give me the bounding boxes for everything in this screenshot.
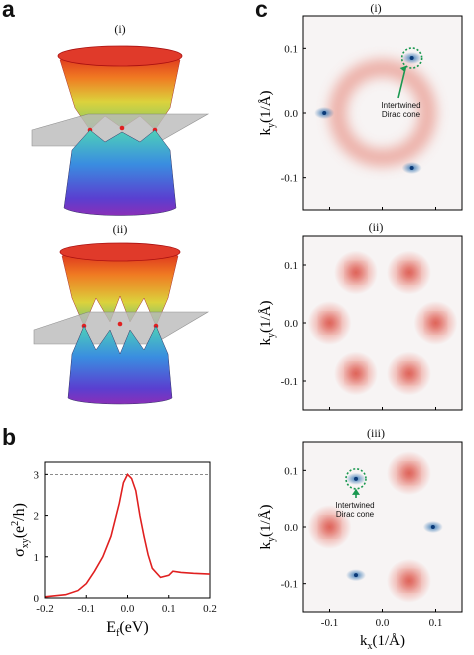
x-axis-label: kx(1/Å)	[360, 633, 405, 652]
y-tick-label: -0.1	[281, 376, 298, 388]
panel-c-ii-label: (ii)	[368, 220, 384, 234]
annotation-arrowhead	[399, 66, 406, 73]
berry-ring	[328, 58, 437, 168]
annotation-iii: Intertwined Dirac cone	[320, 501, 390, 519]
panel-a-ii-label: (ii)	[112, 222, 128, 236]
dirac-cone-highlight	[345, 468, 367, 490]
berry-peak-core	[323, 317, 336, 329]
x-tick-label: 0.1	[162, 603, 176, 615]
x-tick-label: 0.2	[203, 603, 217, 615]
berry-peak-core	[429, 317, 442, 329]
heatmap-features	[307, 250, 458, 396]
y-tick-label: -0.1	[281, 579, 298, 591]
panel-a-letter: a	[2, 0, 15, 22]
berry-peak-core	[403, 266, 415, 279]
berry-peak-core	[403, 367, 415, 380]
annotation-i-line1: Intertwined	[381, 101, 421, 110]
dirac-cone-highlight	[400, 47, 423, 69]
y-tick-label: 0.0	[284, 522, 298, 534]
heatmap-2: 0.1 0.0 -0.1 ky(1/Å)	[258, 235, 463, 411]
heatmap-features	[314, 52, 437, 174]
x-tick-label: 0.0	[121, 603, 135, 615]
band-surface-i	[31, 45, 210, 216]
berry-peak-core	[403, 467, 415, 480]
y-tick-label: 1	[34, 552, 40, 564]
berry-peak-core	[403, 574, 415, 587]
y-tick-label: 0.1	[284, 260, 298, 272]
band-surface-ii	[33, 242, 210, 405]
panel-c-letter: c	[255, 0, 268, 22]
berry-peak-core	[350, 266, 362, 279]
y-tick-label: 0.1	[284, 465, 298, 477]
y-axis-label: ky(1/Å)	[258, 505, 277, 550]
panel-b-letter: b	[2, 424, 17, 450]
heatmap-1: 0.1 0.0 -0.1 ky(1/Å)	[258, 15, 463, 211]
dirac-point-core	[409, 56, 414, 61]
x-tick-label: -0.2	[36, 603, 53, 615]
y-tick-label: 0.0	[284, 108, 298, 120]
y-tick-label: -0.1	[281, 173, 298, 185]
dirac-point-core	[354, 573, 358, 578]
x-tick-label: 0.1	[429, 617, 443, 629]
berry-peak-core	[350, 367, 362, 380]
annotation-iii-line2: Dirac cone	[335, 510, 375, 519]
x-tick-label: 0.0	[376, 617, 390, 629]
dirac-point-core	[430, 525, 435, 529]
y-tick-label: 0.1	[284, 43, 298, 55]
y-axis-label: ky(1/Å)	[258, 301, 277, 346]
annotation-arrowhead	[352, 488, 360, 495]
y-tick-label: 3	[34, 469, 40, 481]
heatmap-3: 0.1 0.0 -0.1 -0.1 0.0 0.1 ky(1/Å) kx(1/Å)	[258, 441, 463, 652]
dirac-point-core	[409, 165, 414, 170]
annotation-iii-line1: Intertwined	[335, 501, 375, 510]
y-axis-label: ky(1/Å)	[258, 91, 277, 136]
panel-a-i-label: (i)	[114, 22, 126, 36]
panel-c-iii-label: (iii)	[367, 426, 385, 440]
x-tick-label: -0.1	[321, 617, 338, 629]
sigma-xy-curve	[44, 473, 211, 598]
y-tick-label: 0.0	[284, 318, 298, 330]
panel-c-i-label: (i)	[370, 1, 382, 15]
dirac-point-core	[322, 111, 327, 115]
annotation-i: Intertwined Dirac cone	[366, 101, 436, 119]
heatmap-features	[307, 451, 443, 603]
annotation-i-line2: Dirac cone	[381, 110, 421, 119]
y-tick-label: 0	[34, 593, 40, 605]
x-tick-label: -0.1	[78, 603, 95, 615]
y-tick-label: 2	[34, 511, 40, 523]
berry-peak-core	[323, 521, 336, 533]
dirac-point-core	[354, 476, 358, 481]
